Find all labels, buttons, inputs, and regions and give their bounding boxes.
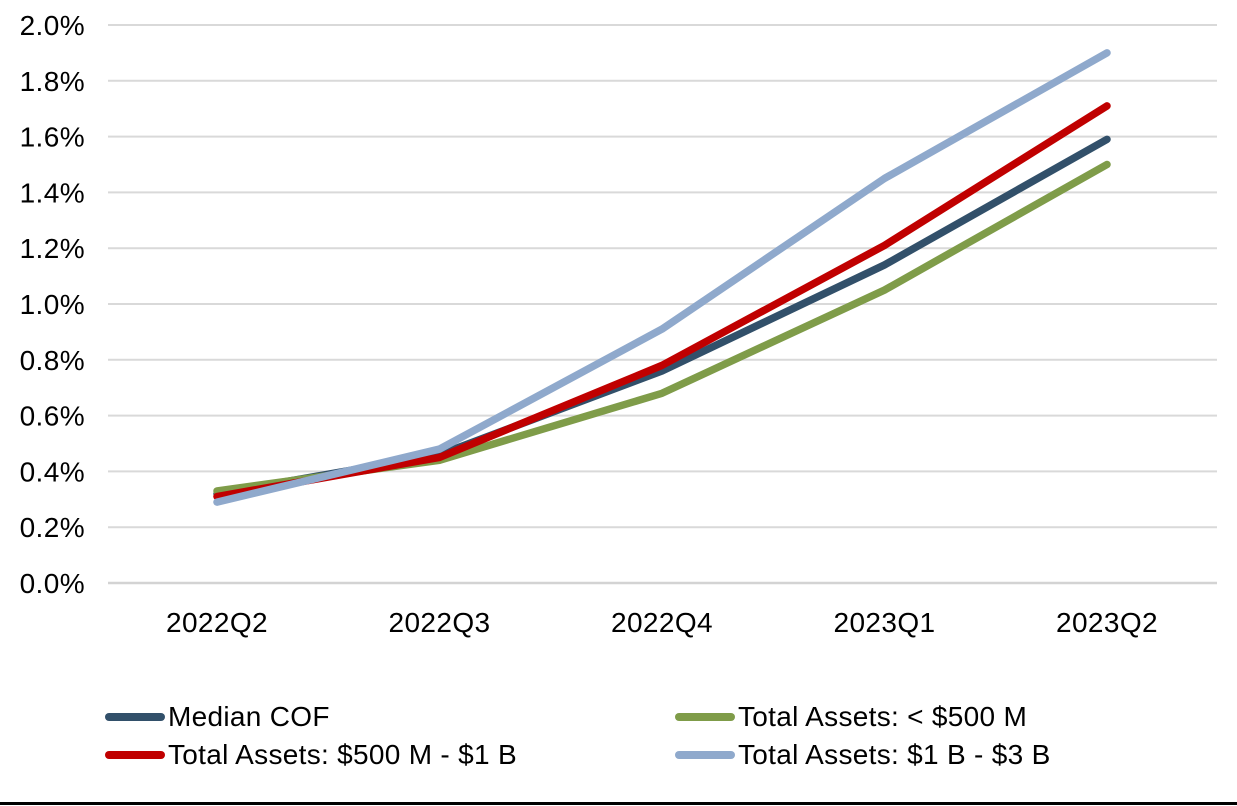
line-chart: 0.0% 0.2% 0.4% 0.6% 0.8% 1.0% 1.2% 1.4% 1.6% 1.8%…	[20, 10, 1217, 638]
legend-label: Median COF	[168, 701, 330, 732]
y-tick-label: 0.4%	[20, 456, 85, 487]
x-tick-label: 2022Q4	[611, 607, 713, 638]
legend-item-median-cof: Median COF	[105, 701, 675, 733]
x-tick-label: 2022Q3	[388, 607, 490, 638]
legend-item-1b-3b: Total Assets: $1 B - $3 B	[675, 739, 1217, 771]
y-tick-label: 0.2%	[20, 512, 85, 543]
legend-label: Total Assets: < $500 M	[738, 701, 1028, 732]
y-tick-label: 0.8%	[20, 345, 85, 376]
legend-swatch	[675, 751, 735, 759]
y-tick-label: 1.0%	[20, 289, 85, 320]
y-tick-label: 1.2%	[20, 233, 85, 264]
chart-plot: 0.0% 0.2% 0.4% 0.6% 0.8% 1.0% 1.2% 1.4% 1.6% 1.8%…	[20, 10, 1217, 638]
legend-swatch	[105, 751, 165, 759]
x-tick-label: 2022Q2	[166, 607, 268, 638]
legend-item-under-500m: Total Assets: < $500 M	[675, 701, 1217, 733]
y-tick-label: 1.4%	[20, 177, 85, 208]
bottom-border-line	[0, 802, 1237, 805]
chart-legend: Median COF Total Assets: < $500 M Total …	[105, 701, 1217, 771]
y-tick-label: 0.6%	[20, 401, 85, 432]
legend-swatch	[675, 713, 735, 721]
x-tick-label: 2023Q2	[1056, 607, 1158, 638]
legend-item-500m-1b: Total Assets: $500 M - $1 B	[105, 739, 675, 771]
y-tick-label: 0.0%	[20, 568, 85, 599]
y-tick-label: 2.0%	[20, 10, 85, 41]
legend-label: Total Assets: $500 M - $1 B	[168, 739, 517, 770]
legend-swatch	[105, 713, 165, 721]
x-tick-label: 2023Q1	[833, 607, 935, 638]
y-tick-label: 1.8%	[20, 66, 85, 97]
series-line-2	[213, 102, 1111, 501]
y-tick-label: 1.6%	[20, 122, 85, 153]
legend-label: Total Assets: $1 B - $3 B	[738, 739, 1051, 770]
series-line-3	[213, 49, 1111, 506]
